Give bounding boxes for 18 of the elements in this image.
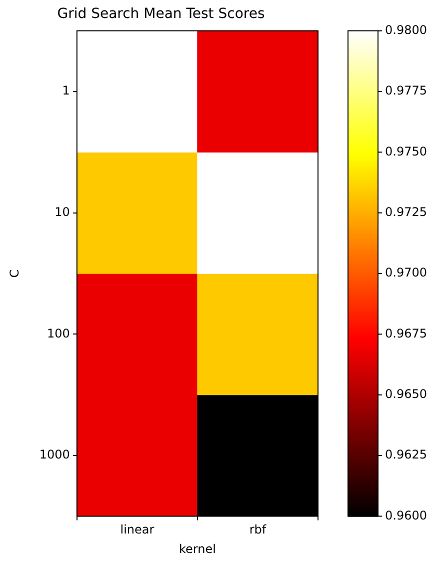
color-bar-label: 0.9750 [385,144,427,158]
color-bar-label: 0.9650 [385,386,427,401]
color-bar-label: 0.9700 [385,266,427,280]
y-tick-label: 1000 [39,448,70,462]
chart-title: Grid Search Mean Test Scores [57,6,265,22]
x-tick-label: rbf [249,522,267,537]
color-bar-label: 0.9625 [385,448,427,462]
y-axis-title: C [7,269,22,278]
color-bar-label: 0.9725 [385,204,427,219]
x-tick-label: linear [120,522,154,537]
color-bar-label: 0.9775 [385,84,427,98]
x-axis-title: kernel [178,542,216,556]
color-bar-label: 0.9800 [385,22,427,37]
y-tick-label: 100 [47,326,70,340]
color-bar-label: 0.9600 [385,508,427,522]
y-tick-label: 1 [62,84,70,98]
color-bar-label: 0.9675 [385,326,427,340]
y-tick-label: 10 [54,204,70,219]
